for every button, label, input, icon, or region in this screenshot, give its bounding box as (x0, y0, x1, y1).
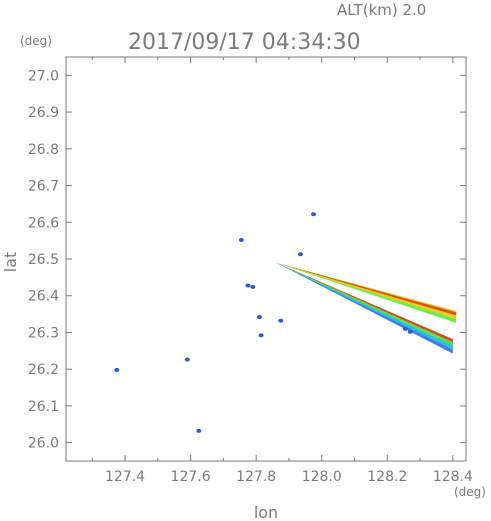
plot-frame (65, 56, 467, 462)
echo-spot (250, 284, 256, 289)
swath-strip-1 (275, 262, 457, 319)
x-axis-label: lon (254, 503, 278, 521)
y-tick-label: 26.3 (28, 325, 59, 341)
echo-spot (278, 318, 284, 323)
echo-spot (407, 329, 413, 334)
y-tick-label: 26.1 (28, 399, 59, 415)
y-tick-label: 26.9 (28, 105, 59, 121)
echo-spot (196, 428, 202, 433)
x-tick-label: 128.4 (433, 469, 473, 485)
y-tick-label: 26.6 (28, 215, 59, 231)
y-tick-label: 26.0 (28, 436, 59, 452)
echo-spot (114, 367, 120, 372)
x-tick-label: 128.0 (302, 469, 342, 485)
y-tick-label: 26.8 (28, 142, 59, 158)
x-tick-label: 127.8 (236, 469, 276, 485)
y-tick-label: 26.7 (28, 179, 59, 195)
chart-title: 2017/09/17 04:34:30 (128, 30, 361, 55)
echo-spot (238, 237, 244, 242)
swath-strip-0 (275, 262, 453, 350)
y-tick-label: 26.5 (28, 252, 59, 268)
echo-spots (114, 212, 413, 433)
echo-spot (311, 212, 317, 217)
y-tick-label: 27.0 (28, 68, 59, 84)
swath-strip-0 (275, 262, 453, 343)
echo-spot (184, 357, 190, 362)
echo-spot (297, 252, 303, 257)
swath-strip-1 (275, 262, 457, 323)
x-tick-label: 128.2 (367, 469, 407, 485)
swath-strip-0 (275, 262, 453, 346)
y-tick-label: 26.4 (28, 289, 59, 305)
x-tick-label: 127.4 (105, 469, 145, 485)
echo-spot (402, 326, 408, 331)
axis-ticks: 26.0 26.1 26.2 26.3 26.4 26.5 26.6 26.7 26.8 26.9… (28, 57, 473, 485)
x-unit-label: (deg) (454, 485, 486, 499)
swath-strip-1 (275, 262, 457, 316)
echo-spot (256, 315, 262, 320)
y-unit-label: (deg) (20, 34, 52, 48)
y-tick-label: 26.2 (28, 362, 59, 378)
y-axis-label: lat (1, 252, 20, 273)
echo-spot (245, 283, 251, 288)
echo-spot (258, 333, 264, 338)
chart-subtitle: ALT(km) 2.0 (337, 1, 426, 19)
x-tick-label: 127.6 (171, 469, 211, 485)
swath-strips (275, 262, 457, 354)
